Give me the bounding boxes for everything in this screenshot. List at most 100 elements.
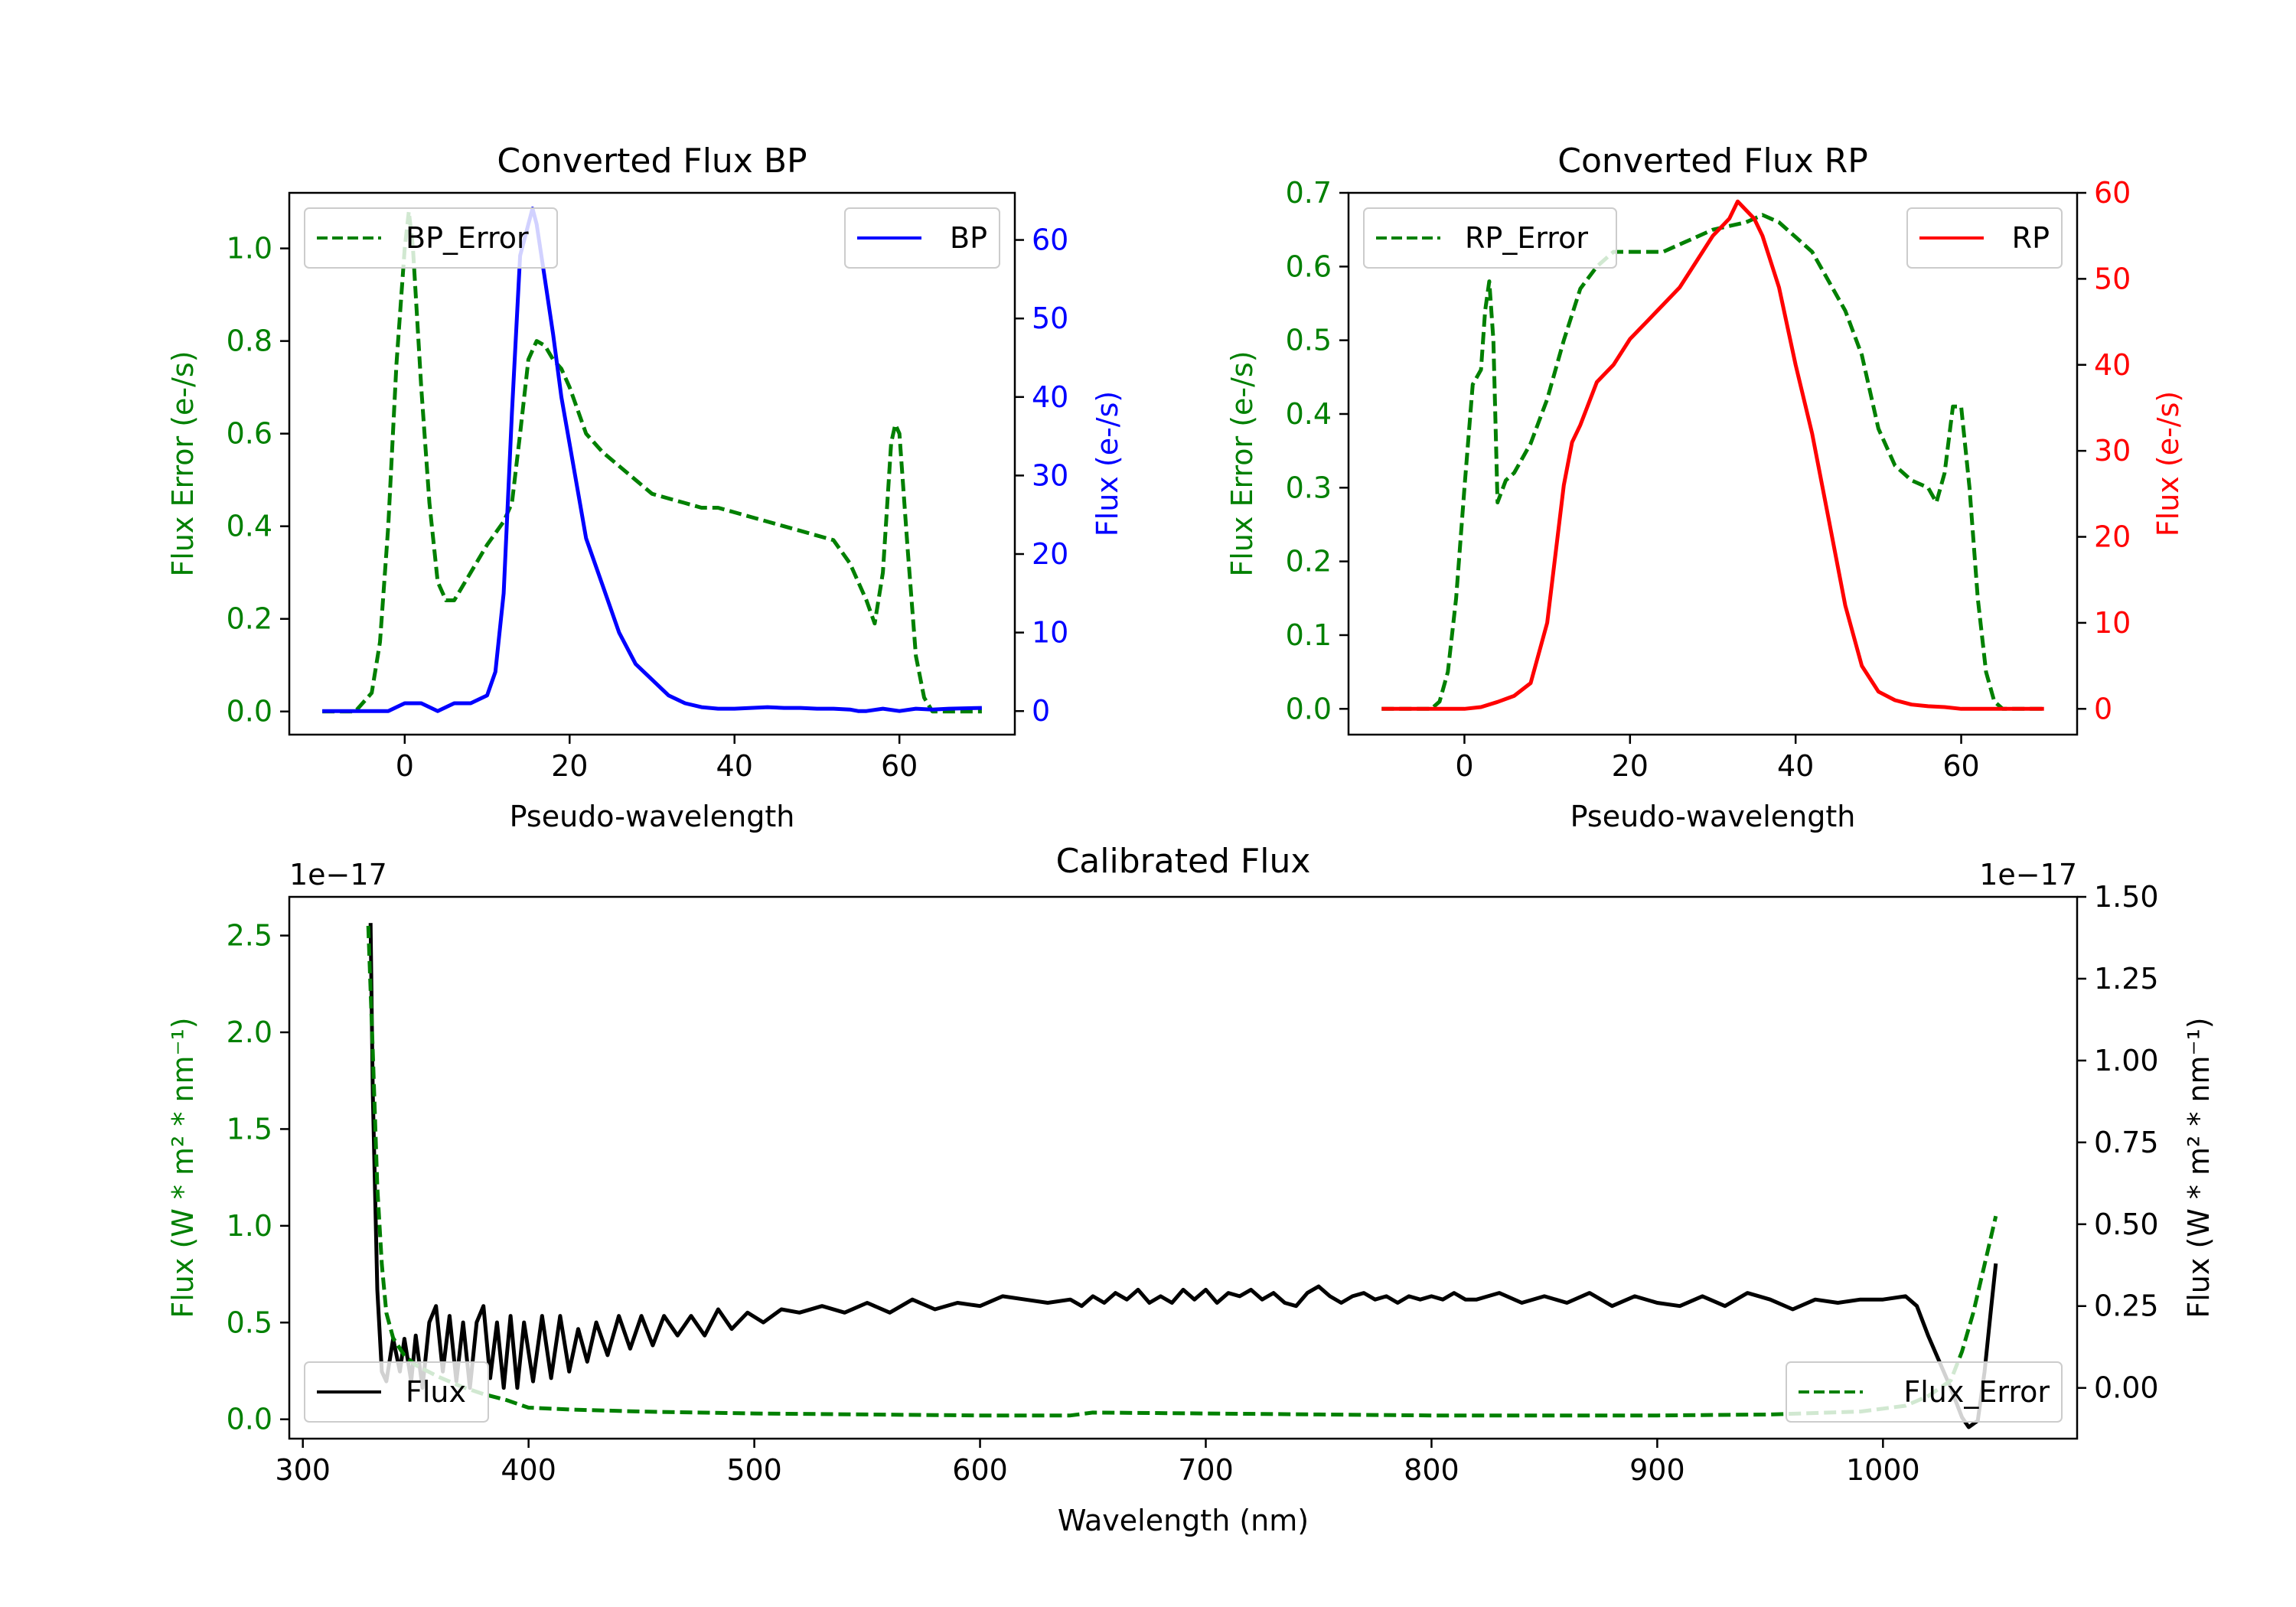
bp-y-right-tick-label: 30 xyxy=(1032,458,1068,492)
rp-y-left-tick-label: 0.0 xyxy=(1286,692,1332,725)
rp-plot-area xyxy=(1381,199,2044,711)
rp-x-tick-label: 0 xyxy=(1455,749,1473,783)
bp-y-left-tick-label: 0.0 xyxy=(227,695,272,729)
bp-y-right-tick-label: 60 xyxy=(1032,223,1068,257)
bp-y-left-tick-label: 0.4 xyxy=(227,510,272,543)
bp-series-bp xyxy=(322,207,982,713)
rp-y-left-tick-label: 0.2 xyxy=(1286,545,1332,579)
cal-y-right-ticks: 0.00 0.25 0.50 0.75 1.00 1.25 1.50 xyxy=(2077,880,2159,1405)
rp-y-right-tick-label: 20 xyxy=(2094,520,2131,554)
panel-bp: Converted Flux BP 0 20 40 60 0.00.20.40.60.… xyxy=(166,142,1124,833)
bp-y-right-tick-label: 0 xyxy=(1032,694,1050,728)
rp-x-label: Pseudo-wavelength xyxy=(1570,800,1856,833)
rp-x-ticks: 0 20 40 60 xyxy=(1455,735,1980,783)
cal-y-left-label: Flux (W * m² * nm⁻¹) xyxy=(166,1017,200,1318)
rp-series-rp xyxy=(1381,199,2044,711)
rp-series-rp-error xyxy=(1381,213,2044,711)
cal-y-left-tick-label: 2.0 xyxy=(227,1015,272,1049)
bp-plot-area xyxy=(322,207,982,714)
bp-series-bp-error xyxy=(322,209,982,714)
cal-x-label: Wavelength (nm) xyxy=(1058,1504,1309,1537)
rp-y-left-tick-label: 0.6 xyxy=(1286,249,1332,283)
cal-legend-error-box xyxy=(1786,1361,2063,1423)
rp-title: Converted Flux RP xyxy=(1557,142,1868,181)
rp-y-right-ticks: 0 10 20 30 40 50 60 xyxy=(2077,176,2131,725)
bp-y-left-tick-label: 1.0 xyxy=(227,232,272,266)
bp-y-left-tick-label: 0.6 xyxy=(227,417,272,451)
cal-offset-right: 1e−17 xyxy=(1979,858,2077,892)
rp-x-tick-label: 20 xyxy=(1612,749,1649,783)
bp-axes-frame xyxy=(288,191,1016,736)
rp-y-right-tick-label: 30 xyxy=(2094,434,2131,468)
cal-x-tick-label: 600 xyxy=(952,1453,1008,1487)
rp-y-left-tick-label: 0.5 xyxy=(1286,324,1332,357)
rp-y-left-label: Flux Error (e-/s) xyxy=(1225,350,1259,576)
cal-y-right-tick-label: 0.75 xyxy=(2094,1126,2159,1159)
cal-x-tick-label: 900 xyxy=(1629,1453,1685,1487)
panel-calibrated: Calibrated Flux 1e−17 1e−17 300 400 500 600… xyxy=(166,842,2216,1537)
cal-y-left-tick-label: 0.0 xyxy=(227,1403,272,1436)
rp-legend-error-label: RP_Error xyxy=(1465,221,1588,255)
cal-legend-flux-box xyxy=(304,1361,489,1423)
bp-legend-flux-label: BP xyxy=(950,221,987,255)
cal-y-right-tick-label: 1.50 xyxy=(2094,880,2159,914)
bp-y-left-label: Flux Error (e-/s) xyxy=(166,350,200,576)
rp-x-tick-label: 60 xyxy=(1942,749,1979,783)
bp-legend-error-label: BP_Error xyxy=(406,221,529,255)
cal-legend-error: Flux_Error xyxy=(1786,1361,2063,1423)
bp-x-tick-label: 60 xyxy=(881,749,918,783)
bp-y-right-label: Flux (e-/s) xyxy=(1091,391,1124,536)
bp-legend-error: BP_Error xyxy=(304,207,558,269)
cal-legend-flux-label: Flux xyxy=(406,1375,466,1409)
cal-y-left-tick-label: 0.5 xyxy=(227,1305,272,1339)
cal-y-right-tick-label: 0.25 xyxy=(2094,1289,2159,1323)
cal-y-right-tick-label: 0.00 xyxy=(2094,1371,2159,1405)
rp-y-right-tick-label: 0 xyxy=(2094,692,2112,725)
rp-x-tick-label: 40 xyxy=(1777,749,1814,783)
cal-y-left-tick-label: 1.5 xyxy=(227,1112,272,1146)
bp-y-left-tick-label: 0.8 xyxy=(227,324,272,358)
rp-y-right-tick-label: 10 xyxy=(2094,606,2131,640)
cal-y-right-tick-label: 0.50 xyxy=(2094,1208,2159,1241)
rp-y-left-tick-label: 0.3 xyxy=(1286,471,1332,504)
cal-x-tick-label: 400 xyxy=(501,1453,556,1487)
panel-rp: Converted Flux RP 0 20 40 60 0.0 0.1 0.2 0.3 0.… xyxy=(1225,142,2185,833)
rp-y-left-tick-label: 0.4 xyxy=(1286,397,1332,431)
rp-legend-flux-box xyxy=(1906,207,2063,269)
cal-x-tick-label: 1000 xyxy=(1846,1453,1920,1487)
cal-y-right-label: Flux (W * m² * nm⁻¹) xyxy=(2182,1017,2216,1318)
cal-x-tick-label: 700 xyxy=(1178,1453,1234,1487)
cal-legend-flux: Flux xyxy=(304,1361,489,1423)
bp-y-right-tick-label: 20 xyxy=(1032,537,1068,571)
bp-legend-flux-box xyxy=(844,207,1000,269)
cal-y-right-tick-label: 1.25 xyxy=(2094,962,2159,996)
cal-x-tick-label: 800 xyxy=(1404,1453,1459,1487)
bp-legend-flux: BP xyxy=(844,207,1000,269)
rp-y-right-tick-label: 40 xyxy=(2094,348,2131,382)
rp-legend-error-box xyxy=(1363,207,1617,269)
cal-x-ticks: 300 400 500 600 700 800 900 1000 xyxy=(275,1439,1920,1487)
cal-x-tick-label: 300 xyxy=(275,1453,331,1487)
cal-y-left-tick-label: 2.5 xyxy=(227,919,272,953)
bp-x-label: Pseudo-wavelength xyxy=(510,800,795,833)
cal-series-flux xyxy=(368,923,1998,1429)
cal-offset-left: 1e−17 xyxy=(289,858,387,892)
cal-y-left-tick-label: 1.0 xyxy=(227,1209,272,1243)
cal-y-right-tick-label: 1.00 xyxy=(2094,1044,2159,1077)
cal-y-left-ticks: 0.0 0.5 1.0 1.5 2.0 2.5 xyxy=(227,919,289,1436)
rp-y-left-tick-label: 0.1 xyxy=(1286,618,1332,652)
bp-x-ticks: 0 20 40 60 xyxy=(396,735,918,783)
bp-y-right-tick-label: 40 xyxy=(1032,380,1068,414)
bp-x-tick-label: 40 xyxy=(716,749,753,783)
cal-legend-error-label: Flux_Error xyxy=(1903,1375,2050,1409)
bp-y-right-tick-label: 50 xyxy=(1032,302,1068,335)
bp-x-tick-label: 0 xyxy=(396,749,414,783)
cal-axes-frame xyxy=(288,895,2079,1440)
bp-title: Converted Flux BP xyxy=(497,142,807,181)
bp-y-right-tick-label: 10 xyxy=(1032,616,1068,650)
bp-y-left-tick-label: 0.2 xyxy=(227,602,272,636)
rp-y-left-tick-label: 0.7 xyxy=(1286,176,1332,210)
bp-legend-error-box xyxy=(304,207,558,269)
bp-y-left-ticks: 0.0 0.2 0.4 0.6 0.8 1.0 xyxy=(227,232,289,729)
